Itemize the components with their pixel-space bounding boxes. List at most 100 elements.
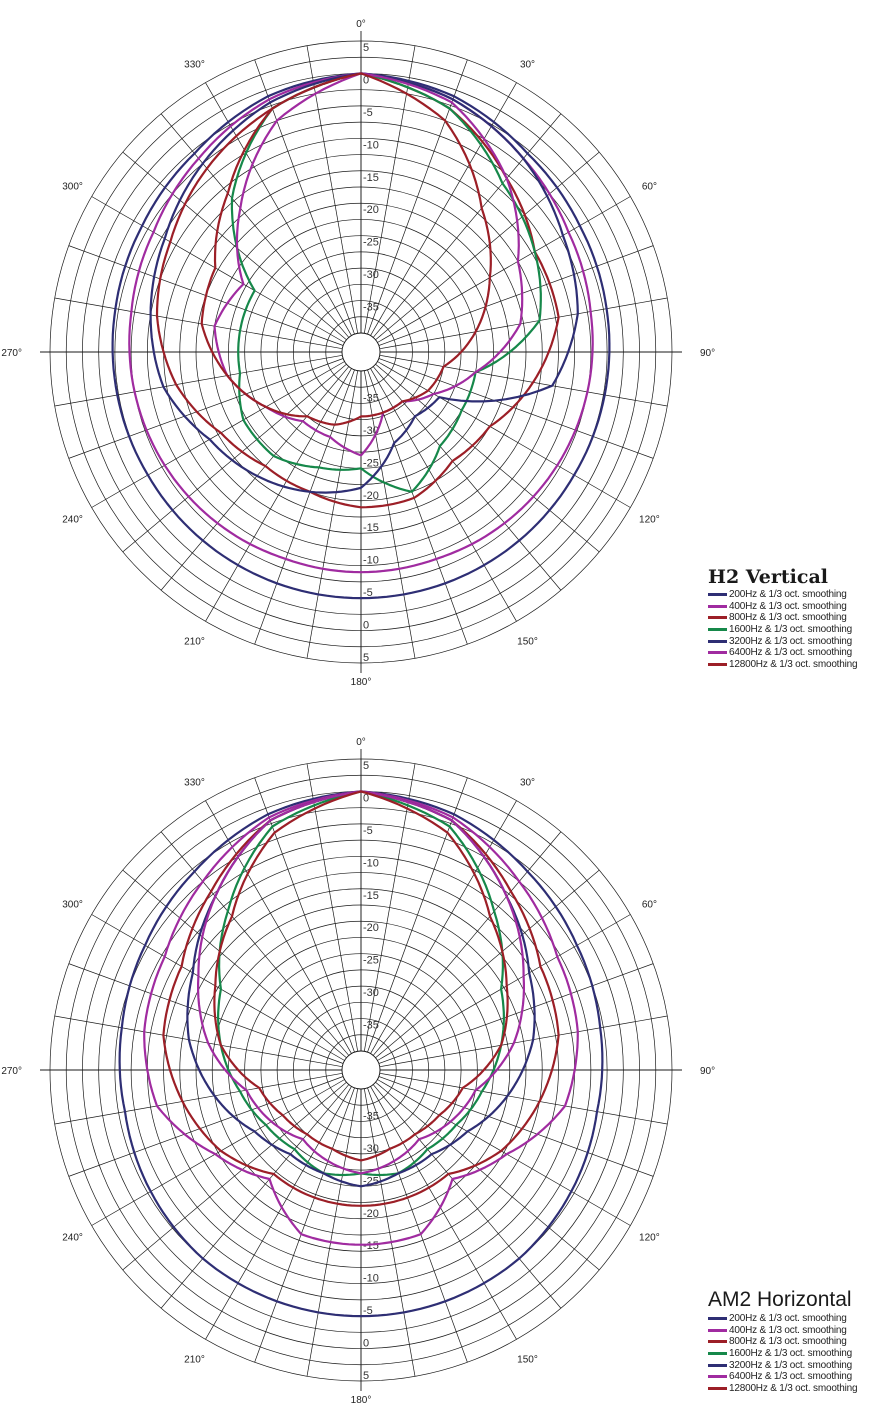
grid-spoke: [91, 196, 345, 343]
angle-label: 300°: [62, 182, 83, 193]
grid-spoke: [379, 1072, 668, 1125]
radial-tick-label: -30: [363, 987, 379, 999]
grid-spoke: [372, 1084, 562, 1309]
radial-tick-label: -15: [363, 522, 379, 534]
angle-label: 270°: [1, 348, 22, 359]
grid-spoke: [363, 45, 416, 334]
radial-tick-label: -30: [363, 269, 379, 281]
grid-spoke: [91, 1079, 345, 1226]
radial-tick-label: 0: [363, 74, 369, 86]
grid-spoke: [377, 1079, 631, 1226]
angle-label: 120°: [639, 1233, 660, 1244]
series-line-2: [128, 72, 594, 574]
grid-spoke: [372, 366, 562, 591]
legend-swatch: [708, 1386, 727, 1390]
grid-spoke: [160, 366, 350, 591]
radial-tick-label: -20: [363, 204, 379, 216]
legend-swatch: [708, 1340, 727, 1344]
legend-item: 800Hz & 1/3 oct. smoothing: [708, 1336, 889, 1348]
legend-swatch: [708, 1363, 727, 1367]
grid-spoke: [379, 1015, 668, 1068]
radial-tick-label: -25: [363, 955, 379, 967]
grid-spoke: [254, 1087, 355, 1363]
grid-spoke: [367, 369, 468, 645]
legend-item: 12800Hz & 1/3 oct. smoothing: [708, 659, 889, 671]
grid-spoke: [306, 45, 359, 334]
grid-spoke: [306, 370, 359, 659]
legend-item: 1600Hz & 1/3 oct. smoothing: [708, 624, 889, 636]
angle-label: 150°: [517, 636, 538, 647]
series-line-3: [162, 790, 560, 1207]
grid-spoke: [375, 363, 600, 553]
radial-tick-label: -10: [363, 857, 379, 869]
radial-tick-label: 5: [363, 652, 369, 664]
grid-spoke: [254, 777, 355, 1053]
radial-tick-label: -15: [363, 890, 379, 902]
radial-tick-label: 0: [363, 792, 369, 804]
grid-spoke: [367, 59, 468, 335]
legend-item: 12800Hz & 1/3 oct. smoothing: [708, 1383, 889, 1395]
angle-label: 30°: [520, 60, 535, 71]
angle-label: 90°: [700, 348, 715, 359]
legend-label: 800Hz & 1/3 oct. smoothing: [729, 1336, 847, 1348]
grid-spoke: [378, 963, 654, 1064]
legend-am2-horizontal: AM2 Horizontal 200Hz & 1/3 oct. smoothin…: [708, 1288, 889, 1394]
radial-tick-label: -35: [363, 302, 379, 314]
radial-tick-label: -35: [363, 1020, 379, 1032]
grid-spoke: [372, 113, 562, 338]
series-line-5: [186, 790, 536, 1188]
angle-label: 180°: [351, 1395, 372, 1406]
radial-tick-label: -25: [363, 457, 379, 469]
legend-swatch: [708, 1352, 727, 1356]
grid-spoke: [379, 297, 668, 350]
legend-label: 3200Hz & 1/3 oct. smoothing: [729, 635, 853, 647]
legend-item: 200Hz & 1/3 oct. smoothing: [708, 589, 889, 601]
grid-spoke: [363, 1088, 416, 1377]
legend-swatch: [708, 639, 727, 643]
grid-spoke: [160, 113, 350, 338]
angle-label: 90°: [700, 1066, 715, 1077]
legend-swatch: [708, 604, 727, 608]
radial-tick-label: -20: [363, 1208, 379, 1220]
center-hole: [341, 1050, 381, 1090]
angle-label: 60°: [642, 900, 657, 911]
legend-swatch: [708, 593, 727, 597]
radial-tick-label: 0: [363, 620, 369, 632]
grid-spoke: [68, 1076, 344, 1177]
series-line-2: [143, 790, 579, 1246]
angle-label: 300°: [62, 900, 83, 911]
grid-spoke: [379, 354, 668, 407]
series-line-1: [118, 790, 604, 1318]
legend-item: 800Hz & 1/3 oct. smoothing: [708, 612, 889, 624]
angle-label: 150°: [517, 1354, 538, 1365]
grid-spoke: [205, 800, 352, 1054]
legend-item: 400Hz & 1/3 oct. smoothing: [708, 1325, 889, 1337]
angle-label: 240°: [62, 1233, 83, 1244]
grid-spoke: [363, 763, 416, 1052]
legend-item: 1600Hz & 1/3 oct. smoothing: [708, 1348, 889, 1360]
grid-spoke: [372, 831, 562, 1056]
legend-label: 800Hz & 1/3 oct. smoothing: [729, 612, 847, 624]
grid-spoke: [370, 800, 517, 1054]
angle-label: 0°: [356, 737, 366, 748]
legend-swatch: [708, 628, 727, 632]
radial-tick-label: -30: [363, 1143, 379, 1155]
angle-label: 180°: [351, 677, 372, 688]
grid-spoke: [375, 1081, 600, 1271]
grid-spoke: [122, 1081, 347, 1271]
legend-label: 200Hz & 1/3 oct. smoothing: [729, 1313, 847, 1325]
legend-item: 6400Hz & 1/3 oct. smoothing: [708, 1371, 889, 1383]
chart-title: AM2 Horizontal: [708, 1288, 852, 1311]
legend-item: 6400Hz & 1/3 oct. smoothing: [708, 647, 889, 659]
angle-label: 210°: [184, 1354, 205, 1365]
radial-tick-label: -25: [363, 237, 379, 249]
radial-tick-label: -35: [363, 392, 379, 404]
radial-tick-label: -20: [363, 490, 379, 502]
legend-label: 6400Hz & 1/3 oct. smoothing: [729, 647, 853, 659]
grid-spoke: [160, 1084, 350, 1309]
series-line-7: [200, 72, 492, 426]
radial-tick-label: -20: [363, 922, 379, 934]
grid-spoke: [54, 354, 343, 407]
angle-label: 0°: [356, 19, 366, 30]
grid-spoke: [91, 361, 345, 508]
